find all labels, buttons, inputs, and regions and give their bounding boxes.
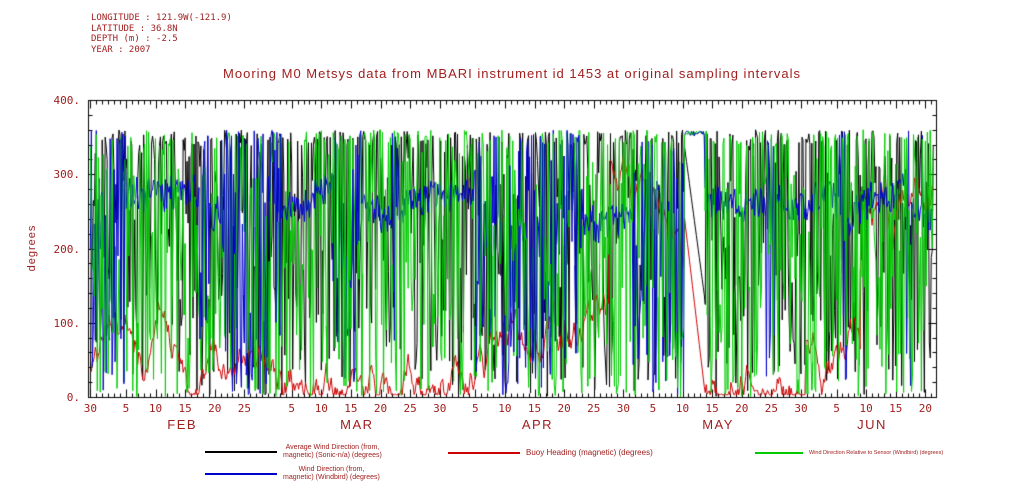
- x-tick-label: 20: [208, 402, 222, 415]
- y-axis-label: degrees: [26, 224, 38, 272]
- x-tick-label: 5: [288, 402, 296, 415]
- x-tick-label: 25: [403, 402, 417, 415]
- month-label: MAY: [702, 417, 734, 432]
- y-tick-label: 300.: [53, 168, 81, 182]
- x-tick-label: 30: [433, 402, 447, 415]
- x-tick-label: 10: [498, 402, 512, 415]
- x-tick-label: 15: [889, 402, 903, 415]
- x-tick-label: 15: [344, 402, 358, 415]
- y-tick-label: 200.: [53, 242, 81, 256]
- month-label: FEB: [167, 417, 198, 432]
- header-depth: DEPTH (m) : -2.5: [91, 34, 178, 44]
- chart-title: Mooring M0 Metsys data from MBARI instru…: [223, 66, 801, 81]
- legend-line-sample-green: [755, 452, 803, 454]
- legend-entry-buoy-heading: Buoy Heading (magnetic) (degrees): [448, 448, 653, 457]
- y-tick-label: 100.: [53, 316, 81, 330]
- x-tick-label: 15: [178, 402, 192, 415]
- x-tick-label: 5: [649, 402, 657, 415]
- y-tick-label: 400.: [53, 94, 81, 107]
- legend-entry-average-wind-direction: Average Wind Direction (from, magnetic) …: [205, 444, 382, 460]
- legend-line-sample-red: [448, 451, 520, 454]
- x-tick-label: 10: [148, 402, 163, 415]
- legend-line-sample-blue: [205, 473, 277, 475]
- x-tick-label: 5: [471, 402, 479, 415]
- month-label: APR: [521, 417, 554, 432]
- header-year: YEAR : 2007: [91, 44, 151, 55]
- x-tick-label: 20: [373, 402, 388, 415]
- x-tick-label: 25: [587, 402, 601, 415]
- legend-label-wind-direction-relative: Wind Direction Relative to Sensor (Windb…: [809, 450, 944, 456]
- x-tick-label: 20: [557, 402, 571, 415]
- x-tick-label: 30: [794, 402, 808, 415]
- x-tick-label: 15: [705, 402, 719, 415]
- y-tick-label: 0.: [66, 391, 80, 404]
- x-tick-label: 15: [527, 402, 542, 415]
- x-tick-label: 10: [314, 402, 328, 415]
- x-tick-label: 10: [859, 402, 873, 415]
- x-tick-label: 10: [675, 402, 690, 415]
- x-tick-label: 25: [764, 402, 778, 415]
- x-tick-label: 5: [833, 402, 840, 415]
- header-longitude: LONGITUDE : 121.9W(-121.9): [91, 13, 232, 23]
- x-tick-label: 30: [83, 402, 97, 415]
- legend-label-average-wind-direction: Average Wind Direction (from, magnetic) …: [283, 444, 382, 459]
- legend-entry-wind-direction: Wind Direction (from, magnetic) (Windbir…: [205, 466, 380, 482]
- x-tick-label: 20: [735, 402, 749, 415]
- month-label: JUN: [857, 417, 887, 432]
- legend-entry-wind-direction-relative: Wind Direction Relative to Sensor (Windb…: [755, 450, 943, 456]
- x-tick-label: 5: [122, 402, 130, 415]
- legend-line-sample-black: [205, 451, 277, 453]
- legend-label-buoy-heading: Buoy Heading (magnetic) (degrees): [526, 448, 653, 457]
- header-info: LONGITUDE : 121.9W(-121.9) LATITUDE : 36…: [91, 13, 232, 55]
- x-tick-label: 30: [616, 402, 630, 415]
- header-latitude: LATITUDE : 36.8N: [91, 23, 178, 34]
- x-tick-label: 20: [918, 402, 932, 415]
- x-tick-label: 25: [237, 402, 251, 415]
- month-label: MAR: [340, 417, 374, 432]
- legend-label-wind-direction: Wind Direction (from, magnetic) (Windbir…: [283, 466, 380, 481]
